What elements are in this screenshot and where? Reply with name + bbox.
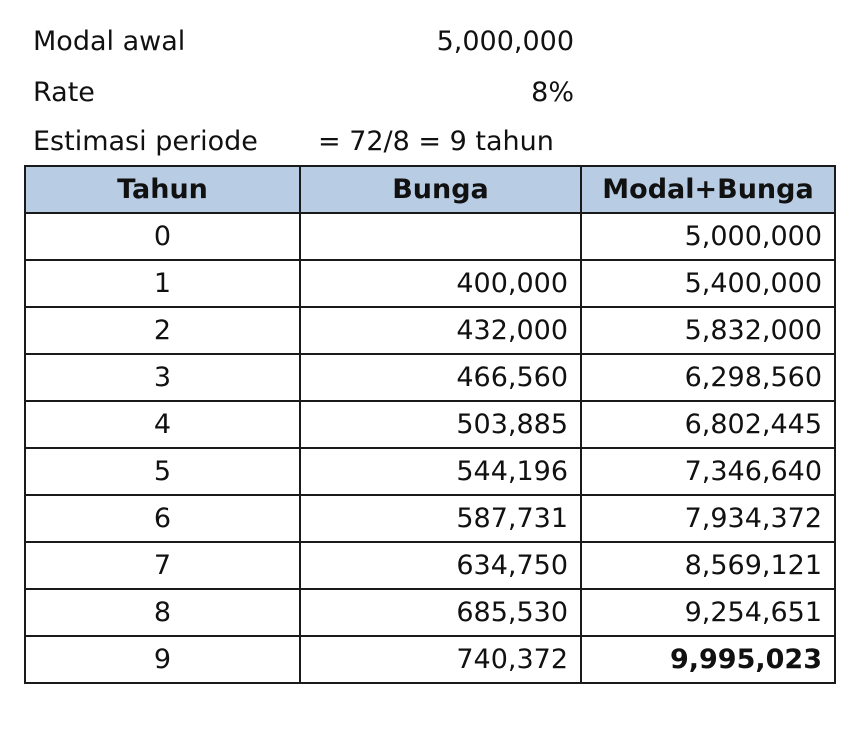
estimasi-periode-value: = 72/8 = 9 tahun bbox=[318, 126, 554, 157]
table-row: 4 503,885 6,802,445 bbox=[24, 400, 836, 449]
cell-tahun: 3 bbox=[24, 353, 301, 402]
cell-tahun: 9 bbox=[24, 635, 301, 684]
cell-total-final: 9,995,023 bbox=[580, 635, 836, 684]
header-tahun: Tahun bbox=[24, 165, 301, 214]
table-header: Tahun Bunga Modal+Bunga bbox=[24, 165, 836, 214]
rate-label: Rate bbox=[33, 77, 95, 108]
cell-total: 9,254,651 bbox=[580, 588, 836, 637]
cell-total: 7,346,640 bbox=[580, 447, 836, 496]
header-bunga: Bunga bbox=[299, 165, 582, 214]
info-row-estimasi-periode: Estimasi periode = 72/8 = 9 tahun bbox=[0, 120, 868, 164]
cell-tahun: 0 bbox=[24, 212, 301, 261]
cell-bunga: 685,530 bbox=[299, 588, 582, 637]
cell-tahun: 7 bbox=[24, 541, 301, 590]
table-row: 0 5,000,000 bbox=[24, 212, 836, 261]
cell-bunga bbox=[299, 212, 582, 261]
modal-awal-label: Modal awal bbox=[33, 26, 186, 57]
table-row: 1 400,000 5,400,000 bbox=[24, 259, 836, 308]
table-row: 7 634,750 8,569,121 bbox=[24, 541, 836, 590]
cell-bunga: 432,000 bbox=[299, 306, 582, 355]
table-row: 9 740,372 9,995,023 bbox=[24, 635, 836, 684]
table-row: 5 544,196 7,346,640 bbox=[24, 447, 836, 496]
cell-total: 5,400,000 bbox=[580, 259, 836, 308]
header-modal-bunga: Modal+Bunga bbox=[580, 165, 836, 214]
interest-table: Tahun Bunga Modal+Bunga 0 5,000,000 1 40… bbox=[24, 165, 836, 684]
info-row-modal-awal: Modal awal 5,000,000 bbox=[0, 20, 868, 64]
cell-bunga: 587,731 bbox=[299, 494, 582, 543]
table-row: 3 466,560 6,298,560 bbox=[24, 353, 836, 402]
cell-total: 7,934,372 bbox=[580, 494, 836, 543]
cell-bunga: 400,000 bbox=[299, 259, 582, 308]
modal-awal-value: 5,000,000 bbox=[436, 26, 574, 57]
cell-total: 6,802,445 bbox=[580, 400, 836, 449]
cell-total: 5,000,000 bbox=[580, 212, 836, 261]
cell-tahun: 1 bbox=[24, 259, 301, 308]
table-row: 2 432,000 5,832,000 bbox=[24, 306, 836, 355]
cell-tahun: 2 bbox=[24, 306, 301, 355]
estimasi-periode-label: Estimasi periode bbox=[33, 126, 258, 157]
cell-total: 6,298,560 bbox=[580, 353, 836, 402]
cell-bunga: 544,196 bbox=[299, 447, 582, 496]
cell-bunga: 634,750 bbox=[299, 541, 582, 590]
cell-tahun: 8 bbox=[24, 588, 301, 637]
header-row: Tahun Bunga Modal+Bunga bbox=[24, 165, 836, 214]
info-row-rate: Rate 8% bbox=[0, 71, 868, 115]
cell-total: 8,569,121 bbox=[580, 541, 836, 590]
table-row: 6 587,731 7,934,372 bbox=[24, 494, 836, 543]
cell-tahun: 4 bbox=[24, 400, 301, 449]
cell-tahun: 5 bbox=[24, 447, 301, 496]
table-row: 8 685,530 9,254,651 bbox=[24, 588, 836, 637]
cell-bunga: 503,885 bbox=[299, 400, 582, 449]
rate-value: 8% bbox=[531, 77, 574, 108]
table-body: 0 5,000,000 1 400,000 5,400,000 2 432,00… bbox=[24, 212, 836, 684]
cell-bunga: 740,372 bbox=[299, 635, 582, 684]
cell-total: 5,832,000 bbox=[580, 306, 836, 355]
cell-bunga: 466,560 bbox=[299, 353, 582, 402]
cell-tahun: 6 bbox=[24, 494, 301, 543]
